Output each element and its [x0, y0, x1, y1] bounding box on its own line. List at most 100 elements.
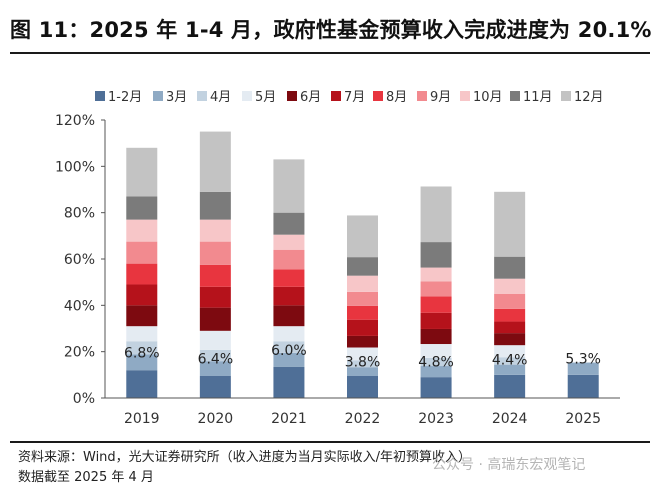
bar-2023-5: [420, 312, 452, 329]
legend-swatch-6: [373, 91, 383, 101]
bar-2023-10: [420, 186, 452, 243]
bar-2024-4: [494, 333, 526, 346]
bar-2020-4: [199, 307, 231, 331]
x-tick-label-3: 2022: [345, 411, 381, 427]
bar-2022-4: [347, 335, 378, 348]
bar-2020-6: [199, 264, 231, 287]
legend-swatch-8: [460, 91, 470, 101]
y-tick-label-6: 120%: [55, 113, 95, 129]
bar-2023-9: [420, 242, 452, 268]
legend-label-10: 12月: [574, 90, 604, 105]
data-label-1: 6.4%: [198, 352, 234, 368]
bar-2021-3: [273, 326, 305, 342]
bar-2021-2: [273, 341, 305, 353]
legend-swatch-10: [561, 91, 571, 101]
bar-2020-8: [199, 219, 231, 242]
bar-2022-10: [347, 215, 378, 258]
x-tick-label-1: 2020: [198, 411, 234, 427]
y-tick-label-4: 80%: [64, 206, 95, 222]
bar-2023-6: [420, 296, 452, 313]
bar-2020-9: [199, 191, 231, 220]
bar-2019-4: [126, 305, 158, 327]
legend-label-3: 5月: [255, 90, 276, 105]
legend-swatch-7: [417, 91, 427, 101]
data-label-6: 5.3%: [565, 352, 601, 368]
bar-2022-1: [347, 367, 378, 376]
bar-2022-8: [347, 275, 378, 292]
bar-2020-2: [199, 349, 231, 362]
bar-2023-0: [420, 377, 452, 398]
legend-label-2: 4月: [210, 90, 231, 105]
bar-2024-8: [494, 278, 526, 294]
bar-2025-0: [567, 374, 599, 398]
legend-label-0: 1-2月: [108, 90, 142, 105]
bar-2023-8: [420, 267, 452, 282]
bar-2022-7: [347, 291, 378, 306]
data-label-0: 6.8%: [124, 345, 160, 361]
date-note: 数据截至 2025 年 4 月: [18, 470, 154, 485]
legend-swatch-5: [331, 91, 341, 101]
x-tick-label-6: 2025: [565, 411, 601, 427]
legend-swatch-4: [287, 91, 297, 101]
bar-2020-3: [199, 330, 231, 350]
legend-label-6: 8月: [386, 90, 407, 105]
legend-swatch-2: [197, 91, 207, 101]
bar-2021-0: [273, 366, 305, 398]
watermark: 公众号 · 高瑞东宏观笔记: [432, 457, 586, 473]
legend-swatch-3: [242, 91, 252, 101]
bar-2023-3: [420, 344, 452, 358]
x-axis: 2019 2020 2021 2022 2023 2024 2025: [105, 397, 620, 427]
bar-2021-4: [273, 305, 305, 327]
bar-2019-9: [126, 196, 158, 220]
bar-2024-1: [494, 364, 526, 375]
y-tick-label-1: 20%: [64, 345, 95, 361]
data-label-5: 4.4%: [492, 353, 528, 369]
legend-swatch-0: [95, 91, 105, 101]
bar-2022-3: [347, 347, 378, 361]
y-axis: 0% 20% 40% 60% 80% 100% 120%: [55, 113, 106, 407]
title-rule: [10, 52, 650, 54]
bar-2025-1: [567, 362, 599, 375]
legend-swatch-9: [510, 91, 520, 101]
legend-label-8: 10月: [473, 90, 503, 105]
data-label-2: 6.0%: [271, 343, 307, 359]
bar-2021-9: [273, 212, 305, 235]
bar-2019-5: [126, 284, 158, 306]
y-tick-label-2: 40%: [64, 298, 95, 314]
chart-title: 图 11：2025 年 1-4 月，政府性基金预算收入完成进度为 20.1%: [10, 18, 652, 42]
bar-2023-7: [420, 281, 452, 297]
legend-label-4: 6月: [300, 90, 321, 105]
bar-2021-1: [273, 352, 305, 367]
bar-2023-1: [420, 366, 452, 378]
x-tick-label-0: 2019: [124, 411, 160, 427]
bar-2021-6: [273, 269, 305, 287]
bar-2019-6: [126, 263, 158, 285]
bar-2024-6: [494, 308, 526, 322]
x-tick-label-5: 2024: [492, 411, 528, 427]
bar-2024-2: [494, 357, 526, 365]
bar-2019-8: [126, 219, 158, 242]
y-tick-label-5: 100%: [55, 159, 95, 175]
bars: [126, 131, 599, 398]
legend-label-9: 11月: [523, 90, 553, 105]
legend-label-7: 9月: [430, 90, 451, 105]
bar-2022-0: [347, 375, 378, 398]
bar-2023-2: [420, 357, 452, 367]
bar-2024-3: [494, 345, 526, 358]
bar-2019-1: [126, 354, 158, 371]
legend-label-1: 3月: [166, 90, 187, 105]
bar-2023-4: [420, 328, 452, 345]
legend-swatch-1: [153, 91, 163, 101]
bar-2024-7: [494, 293, 526, 309]
source-note: 资料来源：Wind，光大证券研究所（收入进度为当月实际收入/年初预算收入）: [18, 450, 472, 465]
bar-2020-1: [199, 361, 231, 376]
bar-2021-8: [273, 234, 305, 250]
bar-2020-7: [199, 241, 231, 265]
legend-label-5: 7月: [344, 90, 365, 105]
bar-2020-0: [199, 375, 231, 398]
bar-2019-7: [126, 241, 158, 264]
legend: 1-2月 3月 4月 5月 6月 7月 8月 9月 10月 11月 12月: [95, 90, 604, 105]
bar-2020-10: [199, 131, 231, 192]
bar-2024-10: [494, 191, 526, 257]
data-label-3: 3.8%: [345, 355, 381, 371]
